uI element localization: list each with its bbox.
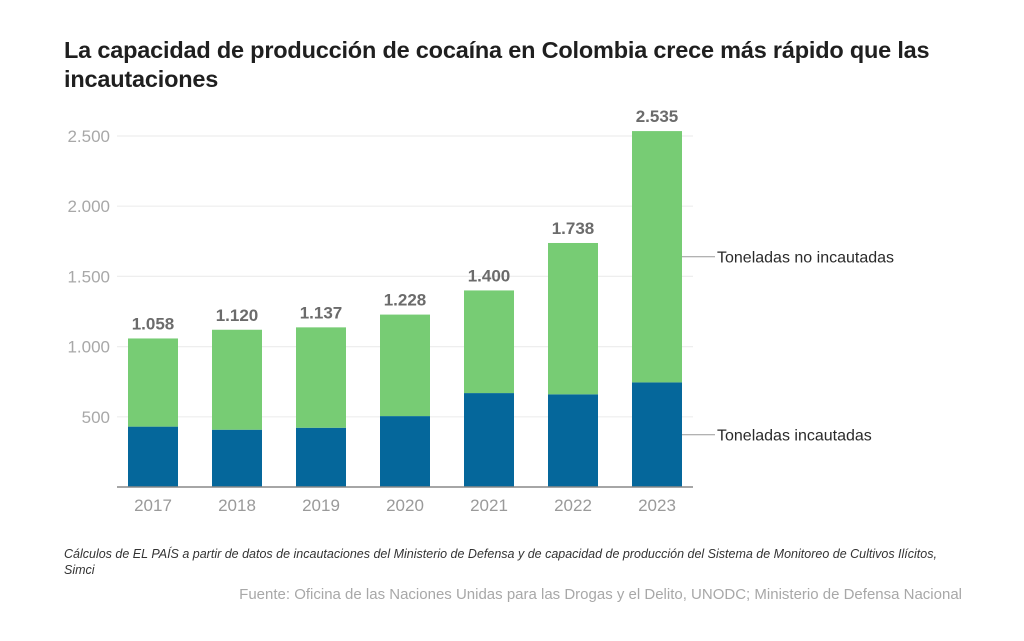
- bar-segment-seized: [380, 416, 430, 487]
- bar-segment-seized: [212, 429, 262, 487]
- y-tick-label: 500: [82, 408, 110, 427]
- total-data-label: 1.228: [384, 291, 427, 310]
- total-data-label: 2.535: [636, 107, 679, 126]
- y-axis-ticks: 500 1.000 1.500 2.000 2.500: [67, 127, 110, 427]
- total-data-label: 1.058: [132, 314, 175, 333]
- total-data-label: 1.400: [468, 266, 511, 285]
- bar-segment-not-seized: [632, 131, 682, 383]
- legend-label-seized: Toneladas incautadas: [717, 428, 872, 445]
- x-tick-label: 2017: [134, 496, 172, 515]
- total-data-label: 1.120: [216, 306, 259, 325]
- legend-label-not-seized: Toneladas no incautadas: [717, 250, 894, 267]
- y-tick-label: 2.000: [67, 197, 110, 216]
- y-tick-label: 1.000: [67, 338, 110, 357]
- bar-segment-not-seized: [464, 290, 514, 394]
- bar-segment-seized: [296, 427, 346, 487]
- bars: [128, 131, 682, 487]
- bar-segment-not-seized: [212, 329, 262, 430]
- legend: Toneladas incautadas Toneladas no incauta…: [682, 250, 894, 445]
- bar-segment-seized: [128, 426, 178, 487]
- y-tick-label: 1.500: [67, 267, 110, 286]
- total-labels: 1.058 1.120 1.137 1.228 1.400 1.738 2.535: [132, 107, 679, 333]
- bar-segment-seized: [548, 394, 598, 487]
- x-tick-label: 2023: [638, 496, 676, 515]
- bar-segment-seized: [632, 382, 682, 487]
- x-tick-label: 2018: [218, 496, 256, 515]
- total-data-label: 1.738: [552, 219, 595, 238]
- x-tick-label: 2021: [470, 496, 508, 515]
- x-tick-label: 2022: [554, 496, 592, 515]
- bar-segment-seized: [464, 393, 514, 487]
- total-data-label: 1.137: [300, 303, 343, 322]
- x-tick-label: 2019: [302, 496, 340, 515]
- x-tick-label: 2020: [386, 496, 424, 515]
- chart-title: La capacidad de producción de cocaína en…: [64, 37, 930, 92]
- x-axis-ticks: 2017 2018 2019 2020 2021 2022 2023: [134, 496, 676, 515]
- source-credit: Fuente: Oficina de las Naciones Unidas p…: [239, 586, 962, 603]
- bar-segment-not-seized: [380, 314, 430, 417]
- bar-segment-not-seized: [296, 327, 346, 428]
- bar-segment-not-seized: [548, 242, 598, 395]
- bar-segment-not-seized: [128, 338, 178, 427]
- methodology-note: Cálculos de EL PAÍS a partir de datos de…: [64, 547, 937, 577]
- y-tick-label: 2.500: [67, 127, 110, 146]
